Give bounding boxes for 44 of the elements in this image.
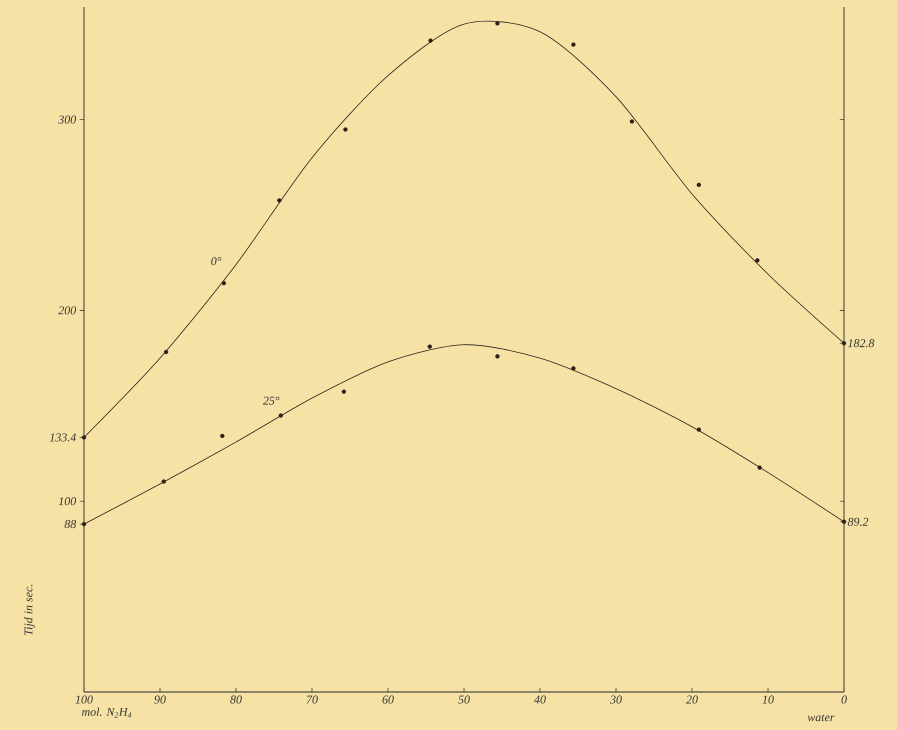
point: [571, 42, 576, 47]
y-tick-label: 100: [58, 497, 76, 506]
y2-tick-label: 89.2: [848, 518, 868, 526]
text: water: [808, 714, 835, 722]
point: [428, 344, 432, 349]
point: [220, 434, 225, 438]
text: mol. N$_{2}$H$_{4}$: [82, 707, 132, 718]
y-axis-title: Tijd in sec.: [24, 584, 35, 636]
x-tick-label: 30: [610, 696, 622, 704]
point: [630, 119, 634, 124]
x-tick-label: 40: [534, 696, 546, 704]
x-tick-label: 20: [686, 696, 698, 704]
point: [222, 280, 226, 286]
x-tick-label: 90: [154, 696, 166, 704]
y-tick-label: 200: [58, 306, 76, 314]
y-tick-label: 133.4: [50, 433, 76, 442]
point: [277, 198, 282, 203]
point: [342, 389, 346, 394]
point: [278, 413, 284, 418]
point: [82, 522, 86, 526]
x-tick-label: 50: [458, 696, 470, 704]
x-tick-label: 10: [762, 696, 774, 704]
x-tick-label: 0: [841, 696, 847, 704]
x-tick-label: 60: [382, 696, 394, 704]
point: [82, 435, 86, 440]
point: [571, 366, 576, 371]
point: [164, 350, 168, 354]
point: [428, 38, 433, 43]
point: [495, 21, 500, 26]
y2-tick-label: 182.8: [848, 339, 874, 348]
point: [696, 427, 702, 432]
point: [343, 127, 348, 132]
point: [757, 465, 762, 470]
y-tick-label: 88: [64, 520, 76, 528]
point: [495, 354, 500, 359]
point: [162, 479, 166, 484]
point: [696, 182, 702, 188]
series-label: 25°: [262, 396, 280, 405]
x-tick-label: 100: [75, 696, 93, 704]
series-label: 0°: [211, 257, 222, 266]
y-tick-label: 300: [58, 116, 76, 124]
x-tick-label: 70: [306, 696, 318, 704]
x-tick-label: 80: [230, 696, 242, 704]
point: [755, 258, 760, 263]
